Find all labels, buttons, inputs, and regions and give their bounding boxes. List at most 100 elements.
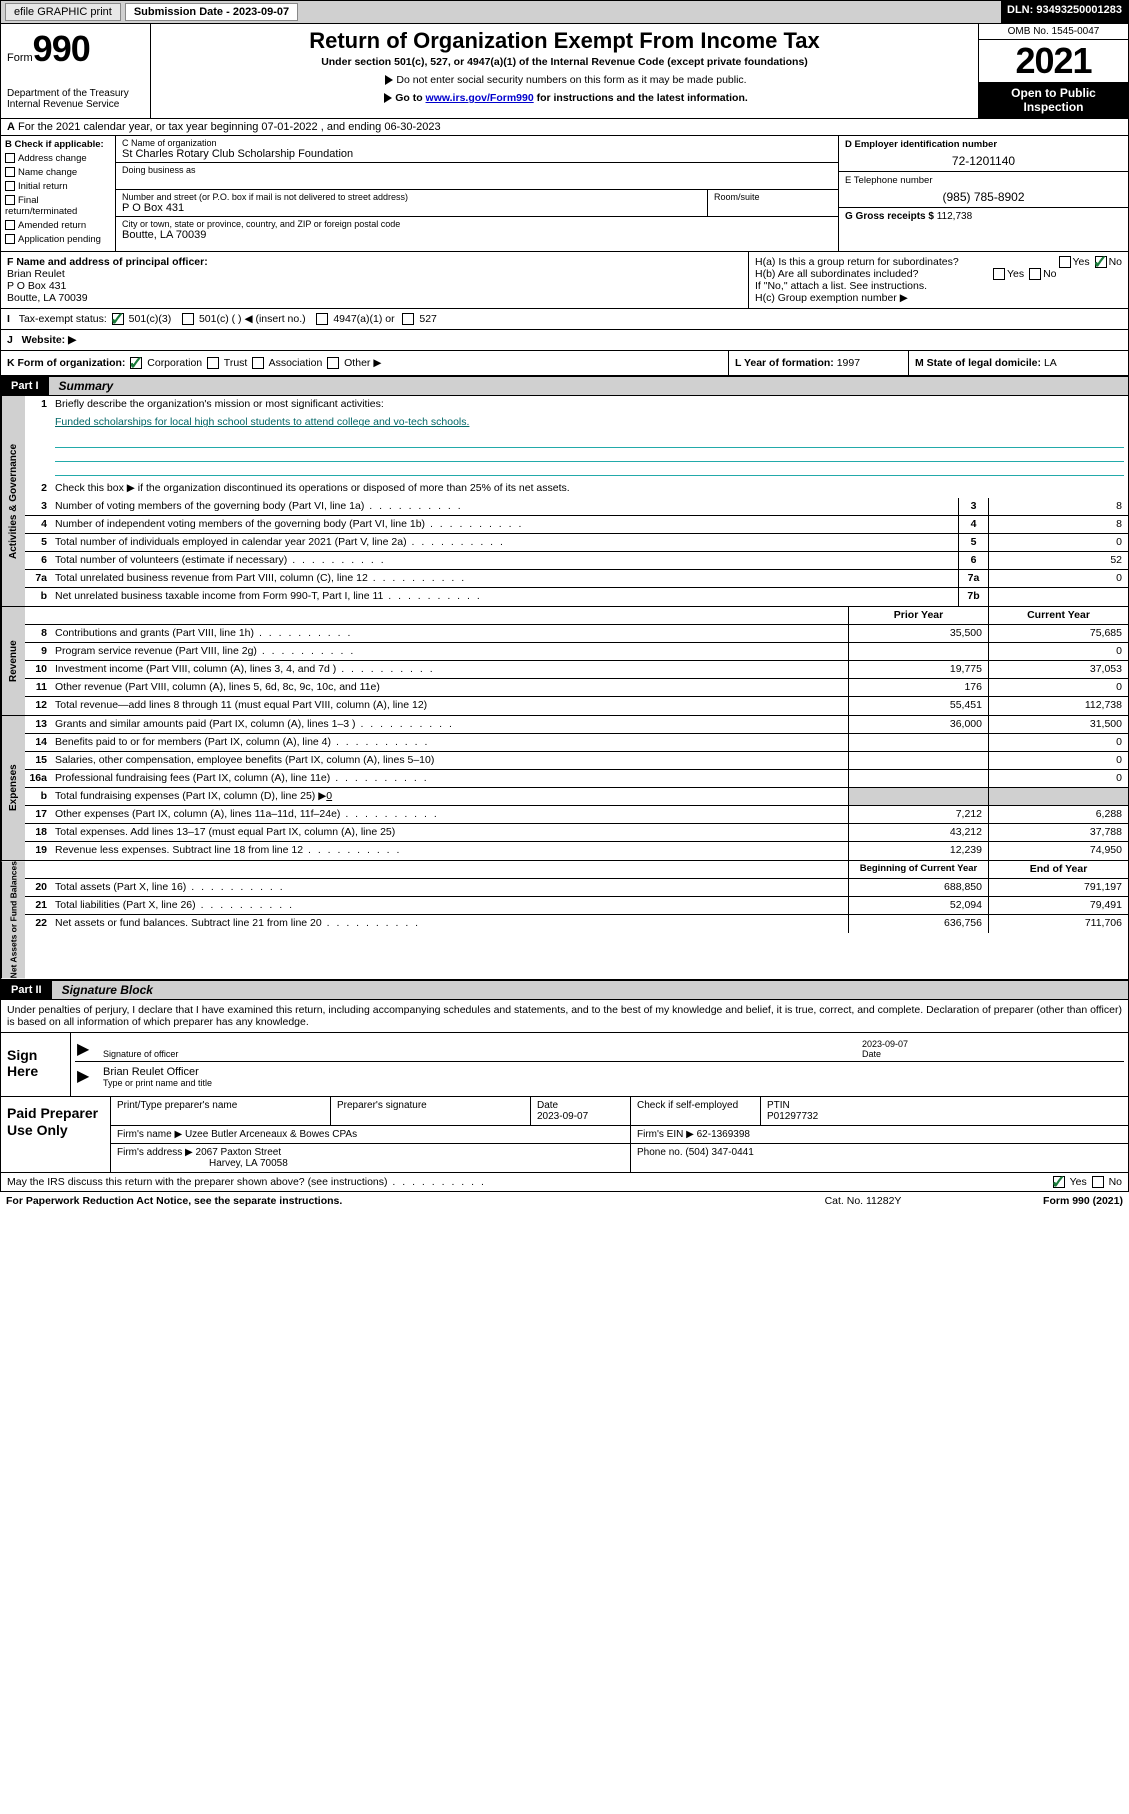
line-12-curr: 112,738: [988, 697, 1128, 715]
prep-ptin: PTINP01297732: [761, 1097, 1128, 1125]
line-20-text: Total assets (Part X, line 16): [51, 879, 848, 896]
line-14-prior: [848, 734, 988, 751]
line-19-prior: 12,239: [848, 842, 988, 860]
dln: DLN: 93493250001283: [1001, 1, 1128, 23]
paperwork-notice: For Paperwork Reduction Act Notice, see …: [6, 1195, 763, 1207]
line-3-text: Number of voting members of the governin…: [51, 498, 958, 515]
chk-corp[interactable]: [130, 357, 142, 369]
form-number: 990: [33, 28, 90, 69]
dba-row: Doing business as: [116, 163, 838, 190]
line-10-text: Investment income (Part VIII, column (A)…: [51, 661, 848, 678]
line-14-text: Benefits paid to or for members (Part IX…: [51, 734, 848, 751]
chk-assoc[interactable]: [252, 357, 264, 369]
line-21-prior: 52,094: [848, 897, 988, 914]
prep-self-emp: Check if self-employed: [631, 1097, 761, 1125]
box-c: C Name of organization St Charles Rotary…: [116, 136, 838, 251]
chk-501c3[interactable]: [112, 313, 124, 325]
ha-row: H(a) Is this a group return for subordin…: [755, 256, 1122, 268]
vtab-netassets: Net Assets or Fund Balances: [1, 861, 25, 978]
box-l: L Year of formation: 1997: [728, 351, 908, 375]
prep-sig-hdr: Preparer's signature: [331, 1097, 531, 1125]
chk-amended[interactable]: Amended return: [5, 220, 111, 231]
vtab-expenses: Expenses: [1, 716, 25, 860]
addr-label: Number and street (or P.O. box if mail i…: [122, 192, 701, 202]
chk-4947[interactable]: [316, 313, 328, 325]
chk-app-pending[interactable]: Application pending: [5, 234, 111, 245]
discuss-yes[interactable]: [1053, 1176, 1065, 1188]
line-8-curr: 75,685: [988, 625, 1128, 642]
chk-trust[interactable]: [207, 357, 219, 369]
line-9-curr: 0: [988, 643, 1128, 660]
line-11-text: Other revenue (Part VIII, column (A), li…: [51, 679, 848, 696]
ha-no[interactable]: [1095, 256, 1107, 268]
part-i-netassets: Net Assets or Fund Balances Beginning of…: [0, 861, 1129, 979]
line-12-text: Total revenue—add lines 8 through 11 (mu…: [51, 697, 848, 715]
city-label: City or town, state or province, country…: [122, 219, 832, 229]
chk-address-change[interactable]: Address change: [5, 153, 111, 164]
efile-print-button[interactable]: efile GRAPHIC print: [5, 3, 121, 21]
officer-addr2: Boutte, LA 70039: [7, 292, 742, 304]
dba-value: [122, 175, 832, 187]
row-i: I Tax-exempt status: 501(c)(3) 501(c) ( …: [0, 309, 1129, 330]
org-name-label: C Name of organization: [122, 138, 832, 148]
section-fh: F Name and address of principal officer:…: [0, 252, 1129, 309]
part-ii-title: Signature Block: [52, 981, 1128, 999]
hdr-end: End of Year: [988, 861, 1128, 878]
submission-date: Submission Date - 2023-09-07: [125, 3, 298, 21]
line-16b-prior: [848, 788, 988, 805]
line-13-curr: 31,500: [988, 716, 1128, 733]
topbar-left: efile GRAPHIC print Submission Date - 20…: [1, 1, 302, 23]
prep-date: Date2023-09-07: [531, 1097, 631, 1125]
discuss-row: May the IRS discuss this return with the…: [0, 1173, 1129, 1192]
line-13-prior: 36,000: [848, 716, 988, 733]
line-16b-text: Total fundraising expenses (Part IX, col…: [51, 788, 848, 805]
paid-preparer-block: Paid Preparer Use Only Print/Type prepar…: [0, 1097, 1129, 1173]
line-6-val: 52: [988, 552, 1128, 569]
gross-row: G Gross receipts $ 112,738: [839, 208, 1128, 225]
prep-name-hdr: Print/Type preparer's name: [111, 1097, 331, 1125]
topbar: efile GRAPHIC print Submission Date - 20…: [0, 0, 1129, 24]
chk-501c[interactable]: [182, 313, 194, 325]
form-word: Form: [7, 52, 33, 64]
line-10-curr: 37,053: [988, 661, 1128, 678]
addr-value: P O Box 431: [122, 202, 701, 214]
phone-value: (985) 785-8902: [845, 190, 1122, 204]
irs-link[interactable]: www.irs.gov/Form990: [426, 92, 534, 104]
form-subtitle: Under section 501(c), 527, or 4947(a)(1)…: [157, 56, 972, 68]
line-17-curr: 6,288: [988, 806, 1128, 823]
line-4-val: 8: [988, 516, 1128, 533]
org-name: St Charles Rotary Club Scholarship Found…: [122, 148, 832, 160]
hdr-beginning: Beginning of Current Year: [848, 861, 988, 878]
hb-no[interactable]: [1029, 268, 1041, 280]
chk-final-return[interactable]: Final return/terminated: [5, 195, 111, 217]
officer-signature[interactable]: Signature of officer: [103, 1039, 862, 1059]
box-f-label: F Name and address of principal officer:: [7, 256, 208, 268]
line-8-text: Contributions and grants (Part VIII, lin…: [51, 625, 848, 642]
chk-other[interactable]: [327, 357, 339, 369]
instr-1: Do not enter social security numbers on …: [157, 74, 972, 86]
line-20-curr: 791,197: [988, 879, 1128, 896]
line-19-text: Revenue less expenses. Subtract line 18 …: [51, 842, 848, 860]
hb-yes[interactable]: [993, 268, 1005, 280]
line-3-val: 8: [988, 498, 1128, 515]
instr-2: Go to www.irs.gov/Form990 for instructio…: [157, 92, 972, 104]
form-header: Form990 Department of the Treasury Inter…: [0, 24, 1129, 119]
line-16a-prior: [848, 770, 988, 787]
chk-527[interactable]: [402, 313, 414, 325]
ein-label: D Employer identification number: [845, 139, 1122, 150]
firm-name-row: Firm's name ▶ Uzee Butler Arceneaux & Bo…: [111, 1126, 631, 1143]
part-i-revenue: Revenue Prior YearCurrent Year 8Contribu…: [0, 607, 1129, 716]
tax-year: 2021: [979, 40, 1128, 82]
discuss-no[interactable]: [1092, 1176, 1104, 1188]
box-h: H(a) Is this a group return for subordin…: [748, 252, 1128, 308]
chk-name-change[interactable]: Name change: [5, 167, 111, 178]
line-7a-text: Total unrelated business revenue from Pa…: [51, 570, 958, 587]
sig-date: 2023-09-07Date: [862, 1039, 1122, 1059]
line-7b-val: [988, 588, 1128, 606]
ha-yes[interactable]: [1059, 256, 1071, 268]
row-a-tax-year: A For the 2021 calendar year, or tax yea…: [0, 119, 1129, 136]
firm-phone-row: Phone no. (504) 347-0441: [631, 1144, 1128, 1172]
line-5-val: 0: [988, 534, 1128, 551]
bottom-line: For Paperwork Reduction Act Notice, see …: [0, 1192, 1129, 1210]
chk-initial-return[interactable]: Initial return: [5, 181, 111, 192]
